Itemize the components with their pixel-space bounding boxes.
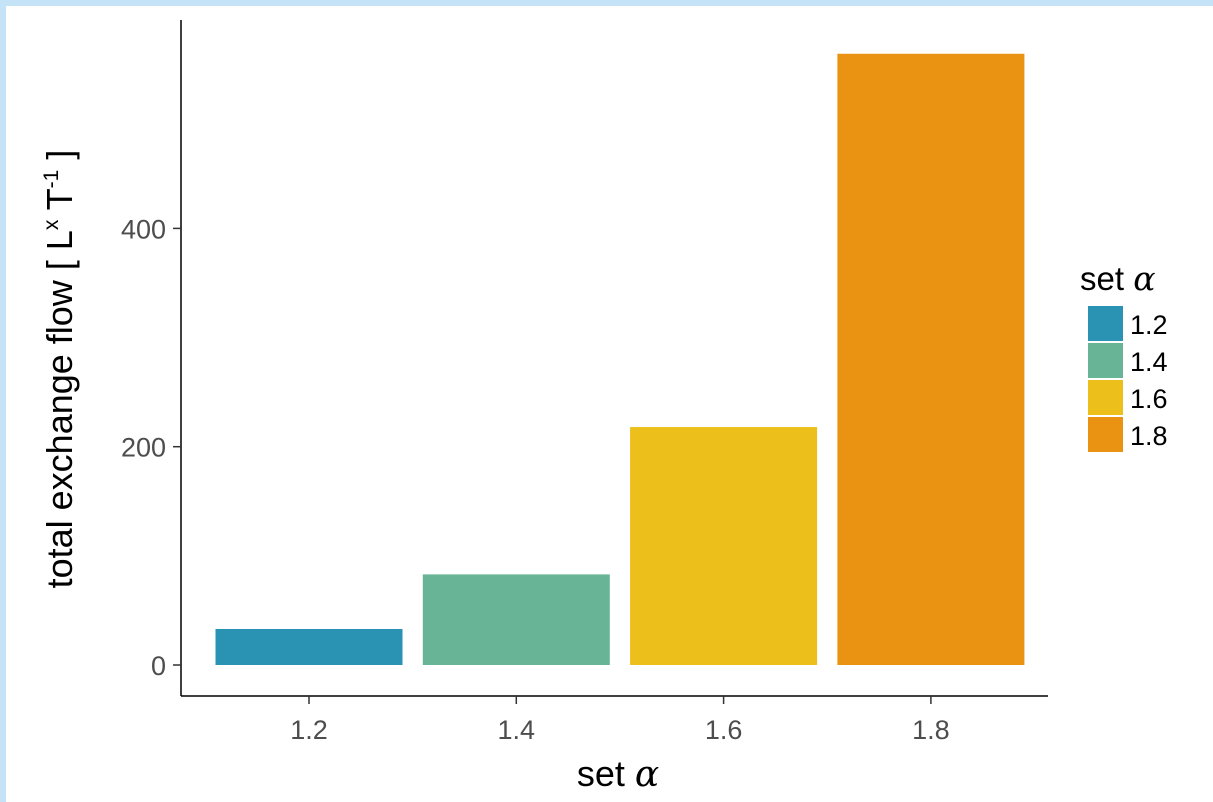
x-ticks-group: 1.2 1.4 1.6 1.8 (290, 696, 950, 745)
bar-1-2 (215, 628, 403, 665)
bar-1-6 (630, 427, 818, 665)
legend-swatch-1-2 (1088, 306, 1123, 341)
legend-swatch-1-4 (1088, 343, 1123, 378)
axes-group (180, 20, 1048, 697)
bars-group (215, 53, 1025, 665)
legend-label: 1.2 (1130, 310, 1168, 340)
legend-label: 1.4 (1130, 347, 1168, 377)
chart-frame: 0 200 400 1.2 1.4 1.6 1.8 total exchange flow… (6, 6, 1213, 802)
bar-chart: 0 200 400 1.2 1.4 1.6 1.8 total exchange flow… (39, 20, 1168, 795)
x-axis-title: set α (577, 753, 659, 795)
legend-label: 1.6 (1130, 384, 1168, 414)
y-axis-title-mid: T (39, 188, 80, 219)
legend-title-alpha: α (1133, 259, 1155, 298)
y-ticks-group: 0 200 400 (121, 214, 181, 681)
legend-swatch-1-6 (1088, 380, 1123, 415)
x-tick-label: 1.6 (705, 715, 743, 745)
legend-title: set α (1080, 259, 1156, 298)
y-axis-title: total exchange flow [ Lx T-1 ] (39, 150, 80, 589)
bar-1-4 (422, 574, 610, 665)
x-tick-label: 1.8 (912, 715, 950, 745)
legend-swatch-1-8 (1088, 417, 1123, 452)
x-tick-label: 1.4 (498, 715, 536, 745)
x-axis-title-alpha: α (635, 754, 659, 795)
x-tick-label: 1.2 (290, 715, 328, 745)
legend: set α 1.2 1.4 1.6 1.8 (1080, 259, 1168, 452)
y-axis-title-suffix: ] (39, 150, 80, 170)
bar-1-8 (837, 53, 1025, 665)
y-axis-title-superscript-x: x (40, 219, 63, 230)
legend-label: 1.8 (1130, 421, 1168, 451)
y-tick-label: 0 (151, 651, 166, 681)
y-tick-label: 400 (121, 214, 166, 244)
y-axis-title-superscript-neg1: -1 (40, 170, 63, 189)
y-tick-label: 200 (121, 433, 166, 463)
